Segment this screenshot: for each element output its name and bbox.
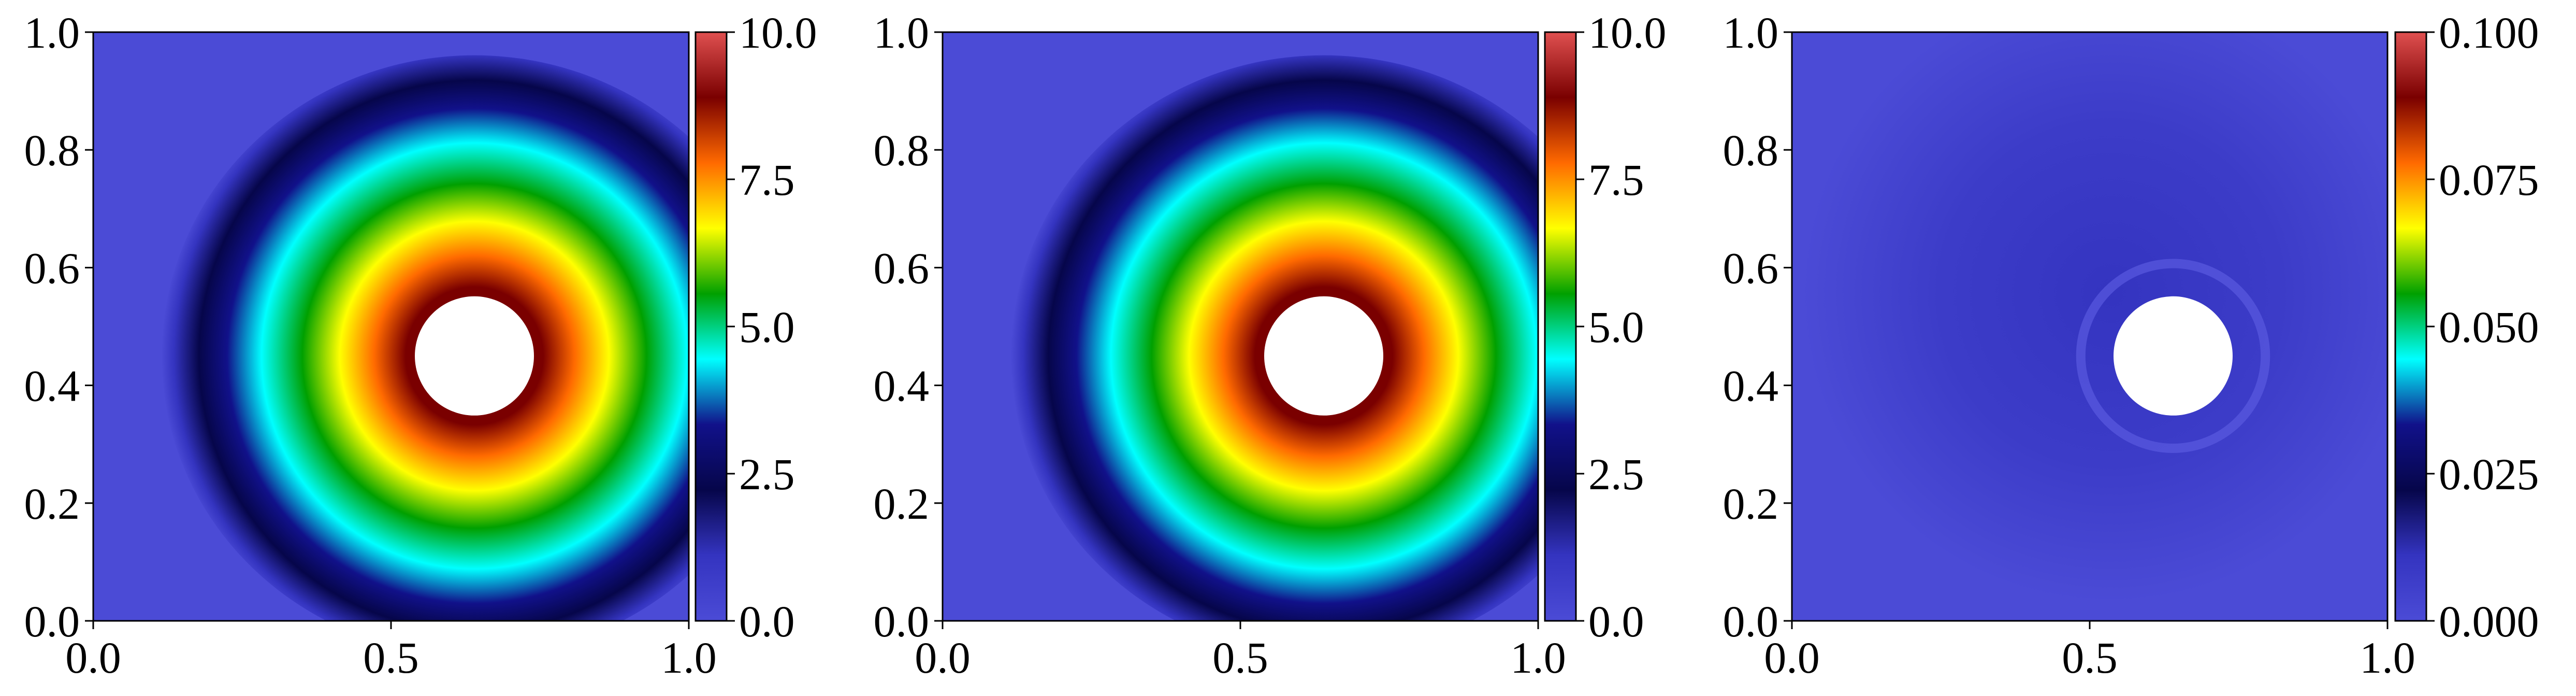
panel-3: 0.0 0.5 1.0 0.0 0.2 0.4 0.6 0.8 1.0 0.000 0.025 0.0…	[1723, 8, 2539, 683]
colorbar-tick-label: 0.000	[2439, 596, 2539, 646]
y-tick-label: 0.0	[1723, 596, 1779, 646]
colorbar-tick-label: 5.0	[1588, 302, 1644, 352]
colorbar	[694, 31, 728, 622]
colorbar	[2394, 31, 2427, 622]
x-tick-label: 0.5	[2062, 633, 2118, 683]
colorbar-tick-label: 0.025	[2439, 449, 2539, 499]
colorbar-tick-label: 2.5	[1588, 449, 1644, 499]
y-tick-label: 0.6	[874, 243, 930, 293]
x-tick-label: 0.0	[65, 633, 121, 683]
colorbar-tick-label: 10.0	[1588, 8, 1667, 58]
field-error	[1802, 32, 2387, 603]
y-tick-label: 0.2	[874, 479, 930, 529]
colorbar-tick-label: 0.0	[1588, 596, 1644, 646]
y-tick-label: 0.2	[24, 479, 80, 529]
y-tick-label: 0.6	[1723, 243, 1779, 293]
colorbar-tick-label: 7.5	[739, 155, 795, 205]
colorbar-tick-label: 10.0	[739, 8, 817, 58]
x-tick-label: 0.5	[1212, 633, 1268, 683]
colorbar-tick-label: 0.0	[739, 596, 795, 646]
panel-2: 0.0 0.5 1.0 0.0 0.2 0.4 0.6 0.8 1.0 0.0 2.5 5.0 7.5 1…	[874, 8, 1667, 683]
hole	[2114, 296, 2233, 416]
y-tick-label: 0.4	[24, 361, 80, 411]
colorbar-tick-label: 7.5	[1588, 155, 1644, 205]
x-tick-label: 0.5	[363, 633, 419, 683]
colorbar-tick-label: 5.0	[739, 302, 795, 352]
x-tick-label: 1.0	[1510, 633, 1566, 683]
y-tick-label: 0.8	[874, 125, 930, 175]
y-tick-label: 0.2	[1723, 479, 1779, 529]
hole	[415, 296, 534, 416]
y-tick-label: 1.0	[24, 8, 80, 58]
colorbar-tick-label: 0.050	[2439, 302, 2539, 352]
x-tick-label: 1.0	[661, 633, 717, 683]
y-tick-label: 1.0	[874, 8, 930, 58]
x-tick-label: 0.0	[1764, 633, 1820, 683]
y-tick-label: 1.0	[1723, 8, 1779, 58]
hole	[1264, 296, 1383, 416]
y-tick-label: 0.8	[1723, 125, 1779, 175]
y-tick-label: 0.0	[874, 596, 930, 646]
field-error-ring	[2076, 259, 2270, 453]
colorbar-tick-label: 2.5	[739, 449, 795, 499]
colorbar	[1544, 31, 1577, 622]
y-tick-label: 0.4	[874, 361, 930, 411]
y-tick-label: 0.6	[24, 243, 80, 293]
y-tick-label: 0.4	[1723, 361, 1779, 411]
panel-1: 0.0 0.5 1.0 0.0 0.2 0.4 0.6 0.8 1.0 0.0 2.5 5.0 7.5 1…	[24, 8, 817, 683]
colorbar-tick-label: 0.075	[2439, 155, 2539, 205]
x-tick-label: 0.0	[915, 633, 971, 683]
y-tick-label: 0.0	[24, 596, 80, 646]
colorbar-tick-label: 0.100	[2439, 8, 2539, 58]
x-tick-label: 1.0	[2360, 633, 2415, 683]
y-tick-label: 0.8	[24, 125, 80, 175]
